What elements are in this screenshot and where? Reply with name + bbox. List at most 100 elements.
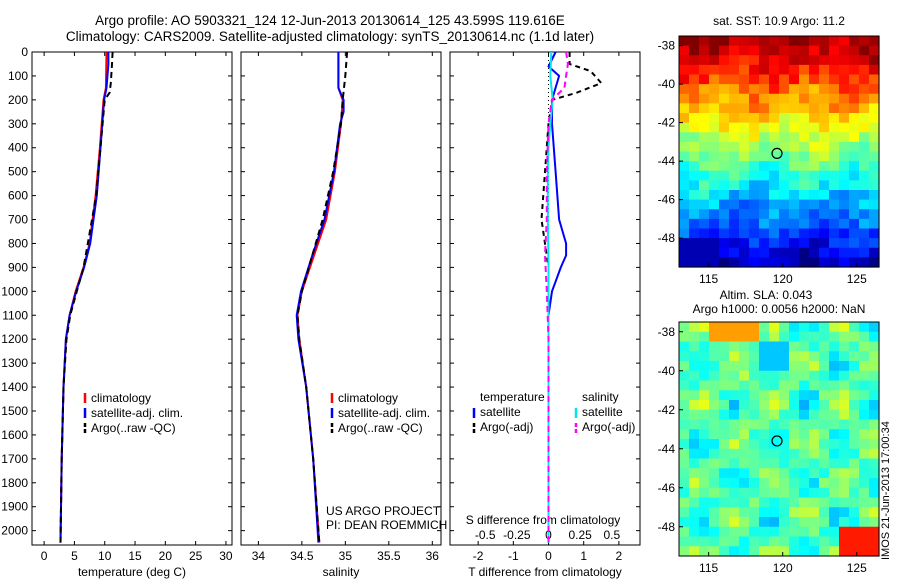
sst-map-cell [759, 132, 770, 143]
sla-map-cell [839, 370, 850, 382]
sla-map-cell [749, 468, 760, 479]
sst-map-cell [859, 93, 870, 104]
sst-map-cell [729, 113, 740, 124]
sst-map-cell [709, 132, 720, 143]
sla-map-cell [769, 517, 780, 528]
sst-map-cell [839, 122, 850, 133]
sla-map-cell [849, 517, 860, 528]
sst-map-cell [869, 199, 880, 210]
sst-map-cell [709, 170, 720, 181]
sla-map-cell [829, 478, 840, 489]
sla-map-cell [769, 507, 780, 518]
sst-map-cell [719, 228, 730, 239]
sla-map-cell [839, 322, 850, 333]
sst-map-cell [779, 170, 790, 181]
sla-map-cell [809, 419, 820, 430]
sla-map-cell [849, 429, 860, 440]
sst-map-cell [859, 141, 870, 153]
diff-xtick-label: 1 [580, 549, 587, 563]
sst-map-cell [779, 74, 790, 85]
sst-map-cell [689, 247, 700, 258]
sst-map-cell [809, 247, 820, 258]
sla-map-cell [709, 370, 720, 382]
sla-map-cell [739, 497, 750, 508]
sla-map-cell [809, 429, 820, 440]
sla-map-cell [769, 458, 780, 469]
sla-map-cell [859, 390, 870, 401]
sst-map-cell [809, 74, 820, 85]
sla-map-cell [769, 409, 780, 421]
sst-map-cell [849, 161, 860, 172]
sst-map-cell [739, 209, 750, 220]
sst-map-cell [849, 228, 860, 239]
sla-map-cell [729, 322, 740, 333]
sst-map-cell [789, 190, 800, 201]
sst-map-cell [779, 141, 790, 153]
sst-map-cell [839, 103, 850, 114]
sst-map-cell [759, 170, 770, 181]
temp-xtick-label: 15 [128, 549, 142, 563]
sla-map-cell [869, 439, 880, 450]
sla-map-cell [759, 400, 770, 411]
sst-map-cell [729, 161, 740, 172]
sst-map-cell [689, 84, 700, 95]
sla-map-cell [799, 478, 810, 489]
sla-map-cell [689, 390, 700, 401]
sst-map-cell [829, 122, 840, 133]
sst-map-cell [809, 64, 820, 76]
sst-map-cell [869, 36, 880, 47]
sst-map-cell [769, 55, 780, 66]
sla-map-cell [699, 322, 710, 333]
sst-map-cell [859, 113, 870, 124]
sst-map-cell [749, 45, 760, 56]
sst-map-cell [829, 247, 840, 258]
sst-map-cell [809, 209, 820, 220]
sla-map-cell [739, 370, 750, 382]
sla-map-cell [809, 390, 820, 401]
sst-map-cell [829, 228, 840, 239]
diff-series-line [544, 51, 569, 543]
sst-map-cell [789, 247, 800, 258]
sla-map-cell [699, 419, 710, 430]
sla-map-cell [779, 370, 790, 382]
sst-map-cell [699, 113, 710, 124]
sla-map-cell [859, 400, 870, 411]
sst-map-cell [779, 228, 790, 239]
sla-map-cell [849, 507, 860, 518]
sla-map-cell [799, 341, 810, 352]
sla-map-cell [849, 536, 860, 547]
sst-map-cell [739, 228, 750, 239]
sst-map-cell [779, 45, 790, 56]
sla-map-cell [679, 400, 690, 411]
sst-map-cell [819, 64, 830, 76]
sla-map-cell [749, 507, 760, 518]
temp-legend-label: satellite-adj. clim. [91, 406, 183, 420]
sla-map-cell [829, 439, 840, 450]
sst-map-cell [759, 190, 770, 201]
sla-map-cell [809, 507, 820, 518]
sla-map-cell [789, 448, 800, 460]
sla-map-ytick-label: -42 [658, 403, 676, 417]
sst-map-cell [689, 209, 700, 220]
sla-map-cell [869, 322, 880, 333]
sst-map-cell [779, 93, 790, 104]
sla-map-cell [739, 536, 750, 547]
sla-map-cell [829, 487, 840, 499]
sst-map-cell [709, 209, 720, 220]
sla-map-cell [759, 341, 770, 352]
sla-map-cell [709, 429, 720, 440]
diff-xtick-top-label: -0.5 [475, 528, 496, 542]
sla-map-cell [869, 400, 880, 411]
diff-legend-label: Argo(-adj) [480, 420, 533, 434]
salt-legend-label: satellite-adj. clim. [338, 406, 430, 420]
sst-map-cell [819, 257, 830, 268]
sst-map-cell [799, 74, 810, 85]
temp-xlabel: temperature (deg C) [78, 565, 186, 579]
sst-map-cell [749, 209, 760, 220]
sst-map-cell [829, 209, 840, 220]
sst-map-cell [739, 257, 750, 268]
sla-map-cell [819, 370, 830, 382]
sst-map-cell [799, 45, 810, 56]
sla-map-cell [689, 341, 700, 352]
sla-map-cell [679, 429, 690, 440]
